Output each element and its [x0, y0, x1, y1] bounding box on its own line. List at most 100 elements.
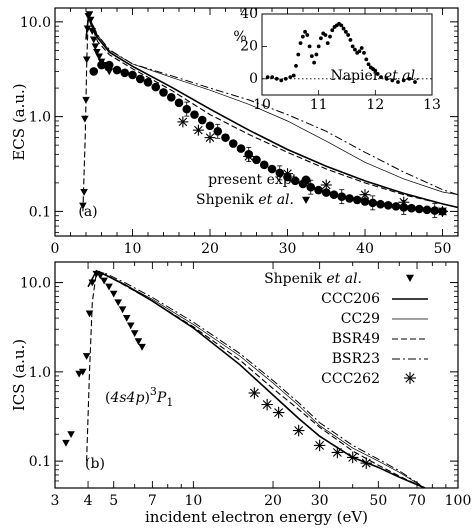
series-a-shpenik-et-al-point: [80, 189, 88, 196]
series-a-markers-2-point-stroke: [244, 152, 254, 161]
inset-point: [350, 44, 355, 49]
x-tick-label: 10: [124, 241, 142, 257]
series-b-ccc262-point: [292, 424, 305, 437]
series-a-present-expt-point: [112, 65, 122, 75]
x-tick-label: 20: [264, 493, 282, 509]
series-a-shpenik-et-al-point: [79, 202, 87, 210]
series-a-shpenik-et-al-point: [91, 43, 100, 51]
inset-point: [346, 33, 351, 37]
inset-x-tick-label: 11: [310, 97, 328, 113]
legend-b-bsr49: BSR49: [332, 331, 380, 347]
plot-frame-b: [54, 261, 459, 489]
series-b-shpenik-et-al-point: [82, 353, 91, 360]
series-a-markers-2-point: [320, 179, 332, 191]
series-a-present-expt-point: [321, 188, 331, 197]
series-a-present-expt-point: [391, 202, 401, 211]
inset-point: [328, 34, 332, 39]
series-b-shpenik-et-al-point: [75, 370, 83, 378]
series-a-present-expt-point: [89, 67, 99, 76]
series-b-shpenik-et-al-point: [138, 343, 146, 351]
series-b-shpenik-et-al-point: [62, 439, 70, 447]
inset-point: [407, 76, 412, 81]
inset-point: [279, 78, 284, 83]
series-b-ccc262-point: [331, 446, 344, 459]
x-tick-label: 7: [148, 493, 157, 509]
series-a-present-expt-point: [360, 197, 370, 206]
inset-point: [309, 54, 314, 59]
series-b-shpenik-et-al-point: [134, 338, 143, 346]
series-a-present-expt-point: [252, 155, 261, 165]
series-a-markers-2-point-stroke: [438, 207, 447, 216]
series-a-shpenik-et-al-point: [102, 64, 110, 72]
series-b-shpenik-et-al-point: [109, 290, 118, 298]
inset-point: [316, 44, 321, 49]
series-a-present-expt-point: [314, 185, 323, 195]
series-a-present-expt-point: [329, 190, 339, 200]
series-a-curve-5-line: [82, 17, 458, 212]
y-tick-label: 10.0: [20, 276, 51, 292]
series-a-present-expt-point: [306, 182, 316, 192]
inset-point: [396, 80, 400, 84]
panel-label-b: (b): [85, 456, 105, 472]
series-b-ccc262-point: [346, 451, 359, 464]
series-a-markers-2-point: [436, 205, 449, 217]
series-a-present-expt-point: [259, 160, 269, 170]
panel-label-a: (a): [78, 204, 97, 220]
series-b-ccc262-point-stroke: [348, 452, 358, 462]
legend-b-ccc262-swatch-stroke: [405, 373, 415, 383]
series-b-shpenik-et-al-point: [122, 315, 131, 322]
y-tick-label: 1.0: [29, 110, 51, 126]
series-a-shpenik-et-al-point: [93, 49, 101, 56]
series-a-shpenik-et-al-point: [86, 16, 95, 24]
x-tick-label: 50: [434, 241, 452, 257]
series-a-shpenik-et-al-point: [82, 96, 90, 104]
x-tick-label: 4: [84, 493, 93, 509]
inset-x-tick-label: 10: [253, 97, 271, 113]
series-a-markers-2-point-stroke: [360, 190, 370, 199]
series-b-ccc262-point-stroke: [262, 400, 272, 410]
series-a-present-expt-point: [221, 133, 230, 142]
series-a-present-expt-point: [151, 82, 161, 92]
series-b-shpenik-et-al-point: [114, 299, 123, 307]
series-a-present-expt-point: [128, 70, 137, 80]
inset-point: [373, 68, 378, 73]
x-tick-label: 50: [369, 493, 387, 509]
series-a-markers-2-point-stroke: [321, 180, 331, 190]
legend-b-shpenik-swatch: [406, 274, 414, 282]
series-a-present-expt-point: [430, 206, 440, 215]
inset-point: [270, 75, 275, 80]
series-a-present-expt-point: [159, 88, 168, 97]
inset-point: [319, 36, 323, 41]
x-tick-label: 70: [408, 493, 426, 509]
series-a-present-expt-point: [267, 164, 277, 174]
inset-point: [283, 76, 288, 81]
series-b-ccc262-point: [261, 398, 273, 411]
series-b-shpenik-et-al-point: [85, 310, 94, 318]
x-tick-label: 5: [109, 493, 118, 509]
inset-point: [353, 47, 357, 52]
inset-y-tick-label: 0: [249, 71, 258, 87]
inset-point: [294, 63, 298, 68]
series-a-present-expt-point: [205, 121, 215, 131]
inset-x-tick-label: 12: [366, 97, 384, 113]
inset-point: [339, 23, 344, 28]
x-tick-label: 10: [184, 493, 202, 509]
series-a-shpenik-et-al-point: [82, 56, 91, 64]
legend-a-shpenik-marker: [302, 196, 310, 204]
inset-point: [330, 28, 335, 33]
inset-point: [401, 78, 406, 83]
series-b-shpenik-et-al-point: [88, 279, 97, 287]
series-a-markers-2-point: [243, 150, 255, 162]
series-a-present-expt-point: [368, 198, 378, 208]
x-tick-label: 100: [445, 493, 472, 509]
legend-b-shpenik: Shpenik et al.: [264, 271, 362, 287]
series-a-present-expt-point: [383, 200, 393, 210]
series-a-present-expt-point: [166, 92, 176, 102]
series-a-present-expt-point: [236, 144, 246, 153]
series-b-shpenik-et-al-point: [100, 277, 108, 285]
inset-point: [288, 75, 293, 80]
x-tick-label: 30: [279, 241, 297, 257]
series-a-shpenik-et-al-point: [83, 25, 92, 33]
series-a-shpenik-et-al-point: [89, 36, 98, 44]
series-a-curve-6-line: [85, 14, 458, 196]
